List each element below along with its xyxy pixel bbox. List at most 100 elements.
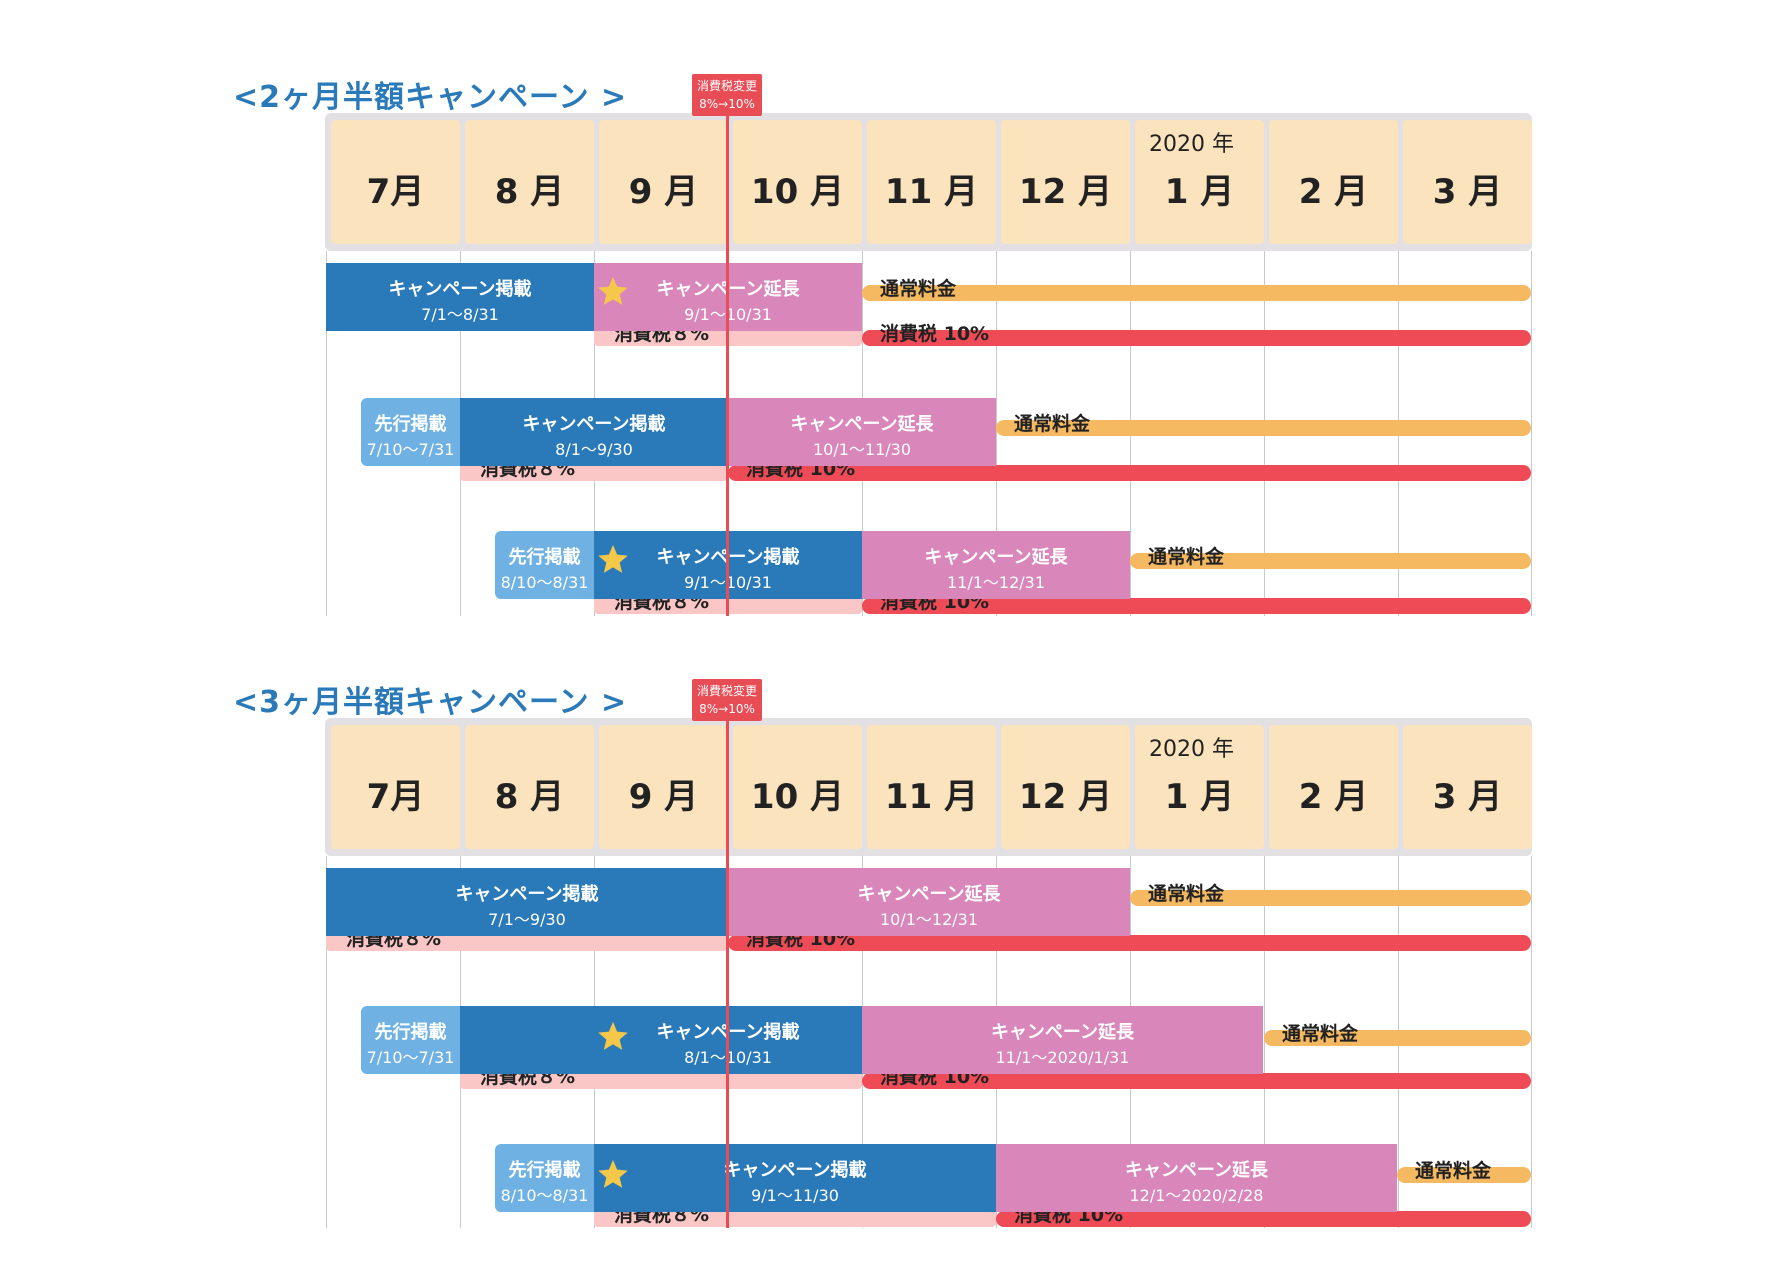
month-cell-dec: 12 月 (1001, 120, 1130, 244)
month-cell-jan: 2020 年 1 月 (1135, 725, 1264, 849)
normal-rate-band (1130, 890, 1531, 906)
campaign-bar: キャンペーン掲載 7/1～9/30 (326, 868, 728, 936)
gridline (326, 856, 327, 1228)
normal-rate-label: 通常料金 (1014, 413, 1091, 435)
tax10-band (728, 465, 1531, 481)
normal-rate-label: 通常料金 (1148, 883, 1225, 905)
month-label: 2 月 (1298, 172, 1369, 212)
month-label: 11 月 (884, 172, 979, 212)
tax-flag-line2: 8%→10% (699, 702, 755, 716)
tax8-band (460, 465, 728, 481)
extension-label: キャンペーン延長 (1124, 1160, 1269, 1181)
month-label: 11 月 (884, 777, 979, 817)
month-label: 8 月 (494, 172, 565, 212)
advance-dates: 8/10～8/31 (500, 573, 589, 592)
month-cell-feb: 2 月 (1269, 120, 1398, 244)
month-label: 10 月 (750, 777, 845, 817)
chart-title: <3ヶ月半額キャンペーン > (233, 685, 628, 720)
tax8-band (326, 935, 728, 951)
tax-flag-line2: 8%→10% (699, 97, 755, 111)
advance-dates: 8/10～8/31 (500, 1186, 589, 1205)
month-cell-mar: 3 月 (1403, 120, 1532, 244)
month-label: 10 月 (750, 172, 845, 212)
tax10-label: 消費税 10% (880, 323, 990, 345)
month-cell-mar: 3 月 (1403, 725, 1532, 849)
advance-dates: 7/10～7/31 (366, 1048, 455, 1067)
star-icon (598, 544, 628, 573)
chart-title: <2ヶ月半額キャンペーン > (233, 80, 628, 115)
campaign-bar: キャンペーン掲載 8/1～9/30 (460, 398, 728, 466)
normal-rate-band (1130, 553, 1531, 569)
extension-label: キャンペーン延長 (857, 884, 1001, 905)
campaign-label: キャンペーン掲載 (522, 414, 666, 435)
month-label: 7月 (366, 777, 425, 817)
normal-rate-band (996, 420, 1531, 436)
tax-change-flag: 消費税変更 8%→10% (692, 679, 762, 721)
normal-rate-label: 通常料金 (1148, 546, 1225, 568)
month-cell-sep: 9 月 (599, 120, 728, 244)
month-label: 9 月 (628, 777, 699, 817)
month-cell-nov: 11 月 (867, 725, 996, 849)
month-label: 9 月 (628, 172, 699, 212)
extension-label: キャンペーン延長 (790, 414, 934, 435)
month-label: 3 月 (1432, 172, 1503, 212)
month-label: 12 月 (1018, 777, 1113, 817)
tax-change-flag: 消費税変更 8%→10% (692, 74, 762, 116)
extension-dates: 11/1～2020/1/31 (995, 1048, 1130, 1067)
extension-dates: 11/1～12/31 (946, 573, 1046, 592)
advance-label: 先行掲載 (508, 547, 581, 568)
tax10-band (862, 330, 1531, 346)
normal-rate-band (1397, 1167, 1531, 1183)
month-cell-aug: 8 月 (465, 120, 594, 244)
campaign-label: キャンペーン掲載 (723, 1160, 867, 1181)
month-label: 1 月 (1164, 172, 1235, 212)
gridline (996, 251, 997, 616)
month-label: 8 月 (494, 777, 565, 817)
month-cell-feb: 2 月 (1269, 725, 1398, 849)
month-cell-oct: 10 月 (733, 120, 862, 244)
tax-change-line (726, 110, 729, 616)
campaign-dates: 8/1～9/30 (555, 440, 633, 459)
advance-bar: 先行掲載 8/10～8/31 (495, 531, 594, 599)
month-label: 12 月 (1018, 172, 1113, 212)
normal-rate-label: 通常料金 (1282, 1023, 1359, 1045)
month-cell-jul: 7月 (331, 725, 460, 849)
tax8-band (460, 1073, 862, 1089)
month-label: 2 月 (1298, 777, 1369, 817)
campaign-dates: 8/1～10/31 (460, 1044, 862, 1068)
month-cell-sep: 9 月 (599, 725, 728, 849)
normal-rate-label: 通常料金 (1415, 1160, 1492, 1182)
year-label: 2020 年 (1149, 737, 1234, 762)
extension-dates: 10/1～11/30 (812, 440, 912, 459)
tax-flag-line1: 消費税変更 (696, 684, 757, 698)
campaign-bar: キャンペーン掲載 9/1～11/30 (594, 1144, 996, 1212)
extension-bar: キャンペーン延長 11/1～12/31 (862, 531, 1130, 599)
campaign-label: キャンペーン掲載 (455, 884, 599, 905)
extension-bar: キャンペーン延長 10/1～11/30 (728, 398, 996, 466)
tax10-band (862, 598, 1531, 614)
advance-label: 先行掲載 (374, 414, 447, 435)
advance-label: 先行掲載 (374, 1022, 447, 1043)
star-icon (598, 276, 628, 305)
month-cell-nov: 11 月 (867, 120, 996, 244)
tax-flag-line1: 消費税変更 (696, 79, 757, 93)
gridline (326, 251, 327, 616)
advance-label: 先行掲載 (508, 1160, 581, 1181)
extension-bar: キャンペーン延長 12/1～2020/2/28 (996, 1144, 1397, 1212)
campaign-dates: 9/1～11/30 (751, 1186, 839, 1205)
advance-dates: 7/10～7/31 (366, 440, 455, 459)
month-cell-aug: 8 月 (465, 725, 594, 849)
advance-bar: 先行掲載 7/10～7/31 (361, 398, 460, 466)
tax10-band (728, 935, 1531, 951)
month-cell-dec: 12 月 (1001, 725, 1130, 849)
year-label: 2020 年 (1149, 132, 1234, 157)
month-label: 3 月 (1432, 777, 1503, 817)
extension-label: キャンペーン延長 (924, 547, 1068, 568)
month-label: 7月 (366, 172, 425, 212)
month-cell-jan: 2020 年 1 月 (1135, 120, 1264, 244)
normal-rate-band (1264, 1030, 1531, 1046)
month-cell-jul: 7月 (331, 120, 460, 244)
month-cell-oct: 10 月 (733, 725, 862, 849)
campaign-label: キャンペーン掲載 (388, 279, 532, 300)
tax10-band (862, 1073, 1531, 1089)
